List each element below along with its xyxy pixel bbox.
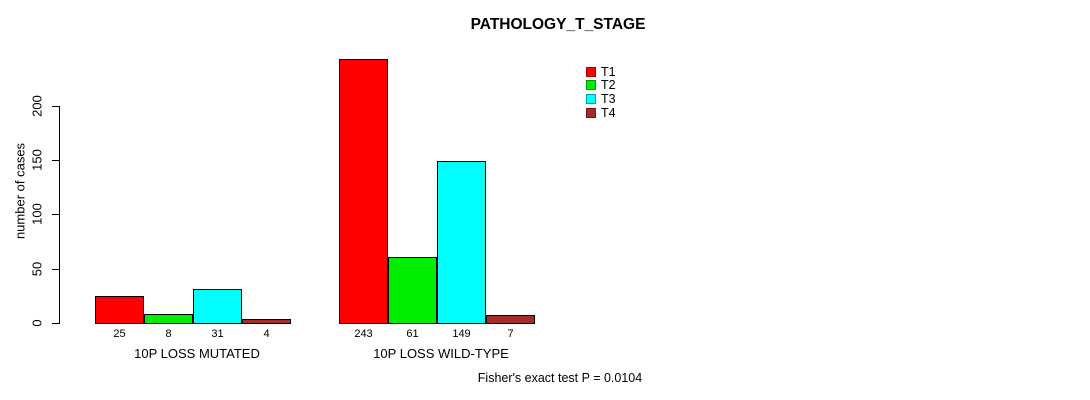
chart-title: PATHOLOGY_T_STAGE	[470, 16, 646, 33]
y-tick-label: 150	[29, 149, 45, 171]
bar-value-label: 8	[165, 328, 172, 340]
legend-swatch-T2	[586, 80, 596, 91]
bar-T3-group1	[437, 161, 486, 324]
legend-item-T4: T4	[586, 106, 616, 120]
legend-label-T3: T3	[601, 91, 616, 106]
y-tick-label: 0	[29, 319, 45, 327]
fisher-test-annotation: Fisher's exact test P = 0.0104	[477, 371, 643, 385]
y-tick-label: 50	[29, 261, 45, 277]
bar-T1-group0	[95, 296, 144, 324]
y-axis-tick	[52, 214, 59, 215]
bar-value-label: 149	[452, 328, 471, 340]
bar-value-label: 25	[113, 328, 126, 340]
y-axis-line	[59, 106, 60, 324]
bar-T2-group0	[144, 314, 193, 324]
y-axis-tick	[52, 269, 59, 270]
bar-T4-group1	[486, 315, 535, 324]
y-axis-tick	[52, 323, 59, 324]
y-axis-tick	[52, 106, 59, 107]
y-axis-tick	[52, 160, 59, 161]
category-label-mutated: 10P LOSS MUTATED	[134, 346, 260, 361]
category-label-wild-type: 10P LOSS WILD-TYPE	[373, 346, 509, 361]
legend-label-T4: T4	[601, 105, 616, 120]
y-tick-label: 200	[29, 95, 45, 117]
bar-value-label: 4	[263, 328, 270, 340]
bar-T1-group1	[339, 59, 388, 324]
legend-item-T2: T2	[586, 79, 616, 93]
bar-T3-group0	[193, 289, 242, 324]
bar-value-label: 243	[354, 328, 373, 340]
legend-label-T2: T2	[601, 78, 616, 93]
bar-T2-group1	[388, 257, 437, 324]
bar-value-label: 31	[211, 328, 224, 340]
legend-label-T1: T1	[601, 64, 616, 79]
legend-swatch-T1	[586, 66, 596, 77]
legend-swatch-T3	[586, 93, 596, 104]
bar-value-label: 7	[507, 328, 514, 340]
bar-T4-group0	[242, 319, 291, 324]
legend-item-T3: T3	[586, 92, 616, 106]
legend: T1 T2 T3 T4	[586, 65, 616, 119]
bar-value-label: 61	[406, 328, 419, 340]
legend-swatch-T4	[586, 107, 596, 118]
legend-item-T1: T1	[586, 65, 616, 79]
y-axis-label: number of cases	[12, 142, 28, 240]
y-tick-label: 100	[29, 203, 45, 225]
